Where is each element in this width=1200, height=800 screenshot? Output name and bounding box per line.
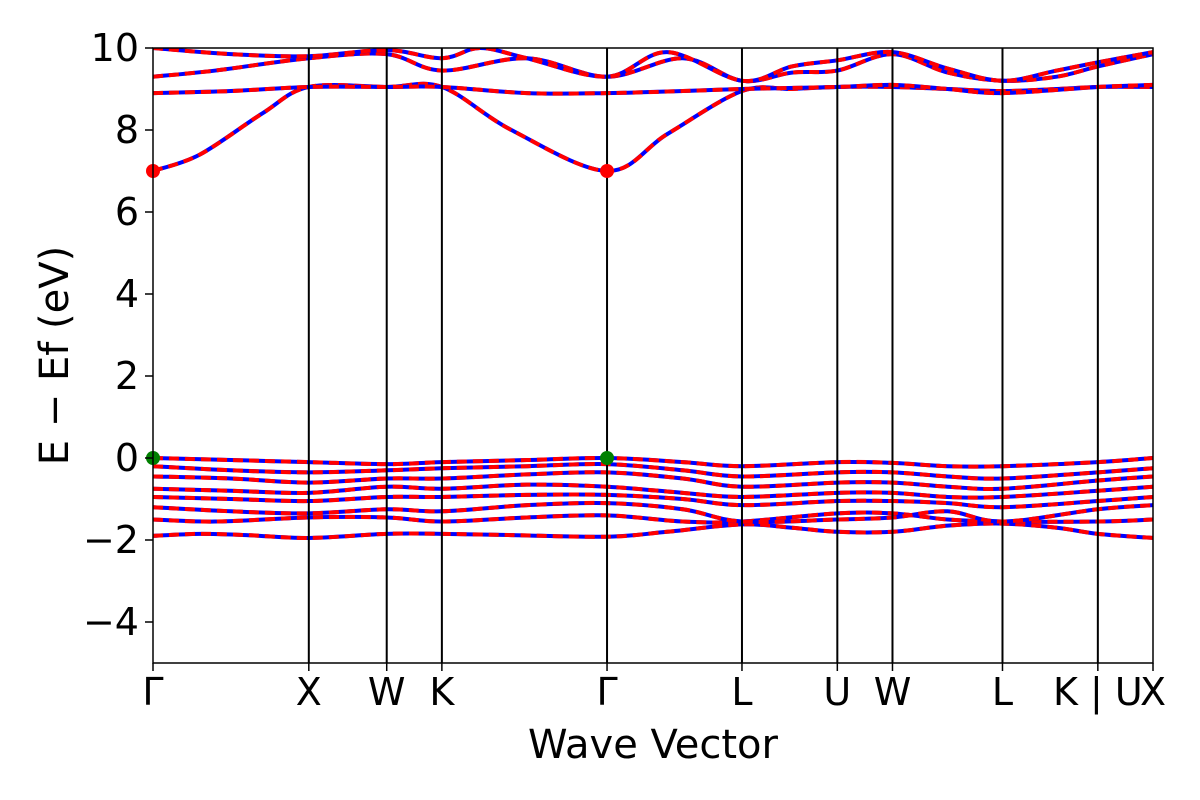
band-line-spin-down (153, 455, 1153, 469)
x-tick-label: Γ (596, 670, 617, 714)
x-tick-label: X (1140, 670, 1166, 714)
x-tick-label: X (296, 670, 322, 714)
x-tick-label: K | U (1053, 670, 1143, 715)
x-tick-label: K (429, 670, 455, 714)
x-tick-label: L (731, 670, 752, 714)
cbm-marker (600, 164, 615, 178)
band-line-spin-down (153, 48, 1153, 84)
band-line-spin-down (153, 492, 1153, 510)
x-tick-label: U (823, 670, 851, 714)
y-axis-ticks: −4 −2 0 2 4 6 8 10 (83, 26, 153, 644)
y-tick-label: 8 (115, 108, 139, 152)
y-tick-label: 2 (115, 354, 139, 398)
band-line-spin-down (153, 462, 1153, 481)
band-line-spin-down (153, 82, 1153, 96)
vbm-marker (600, 451, 615, 465)
x-tick-label: L (992, 670, 1013, 714)
plot-frame (152, 47, 1154, 664)
kpoint-segment-lines (307, 48, 1099, 663)
y-tick-label: −2 (83, 518, 139, 562)
y-tick-label: 0 (115, 436, 139, 480)
band-line-spin-down (153, 482, 1153, 500)
y-axis-label: E − Ef (eV) (32, 246, 78, 465)
band-line-spin-down (153, 470, 1153, 492)
y-tick-label: −4 (83, 600, 139, 644)
x-tick-label: W (874, 670, 912, 714)
band-line-spin-down (153, 500, 1153, 525)
x-axis-label: Wave Vector (528, 722, 779, 768)
y-tick-label: 4 (115, 272, 139, 316)
extrema-markers (146, 164, 615, 465)
y-tick-label: 10 (91, 26, 139, 70)
x-tick-label: Γ (142, 670, 163, 714)
y-tick-label: 6 (115, 190, 139, 234)
x-tick-label: W (368, 670, 406, 714)
